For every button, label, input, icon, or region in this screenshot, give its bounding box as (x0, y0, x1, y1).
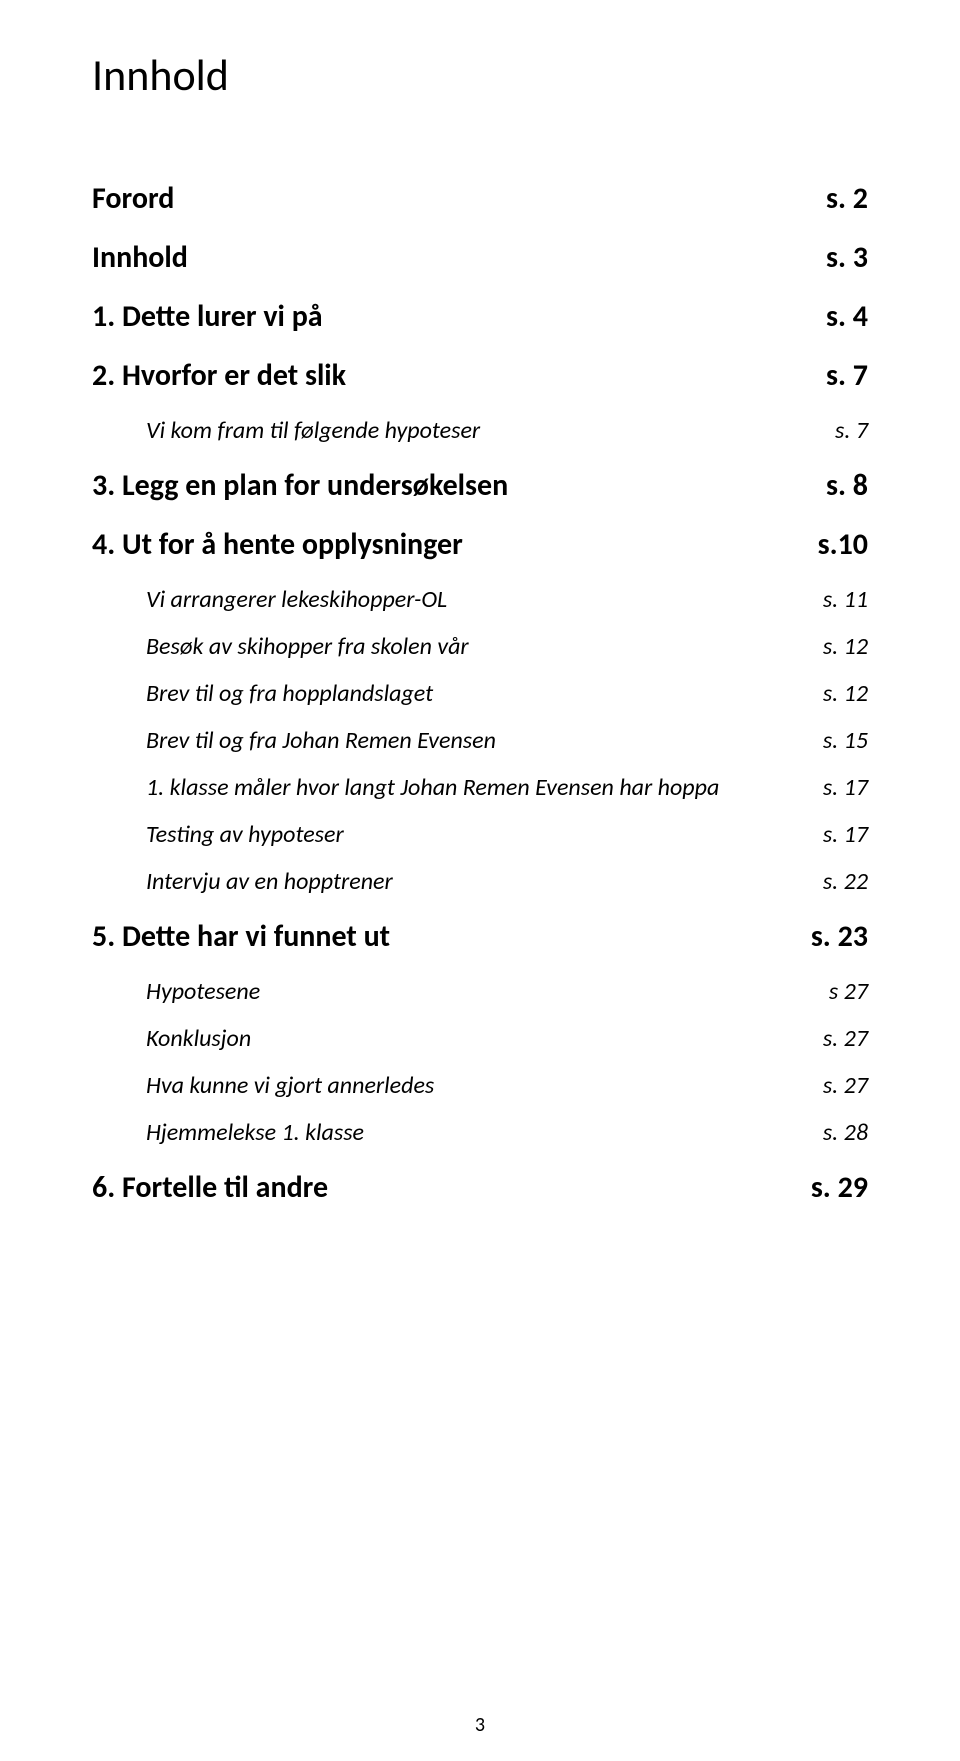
toc-entry-title: 1. Dette lurer vi på (92, 298, 806, 335)
toc-entry-title: Vi kom fram til følgende hypoteser (146, 416, 815, 445)
toc-row: Forords. 2 (92, 180, 868, 217)
toc-entry-page: s. 7 (815, 416, 868, 445)
toc-entry-page: s. 22 (803, 867, 868, 896)
toc-entry-page: s. 28 (803, 1118, 868, 1147)
toc-row: 1. klasse måler hvor langt Johan Remen E… (92, 773, 868, 802)
toc-entry-page: s. 29 (791, 1169, 868, 1206)
toc-entry-page: s. 11 (803, 585, 868, 614)
toc-row: Hva kunne vi gjort annerledess. 27 (92, 1071, 868, 1100)
toc-entry-page: s. 17 (803, 820, 868, 849)
toc-entry-page: s. 17 (803, 773, 868, 802)
toc-entry-title: Forord (92, 180, 806, 217)
toc-entry-title: 1. klasse måler hvor langt Johan Remen E… (146, 773, 803, 802)
toc-entry-title: 6. Fortelle til andre (92, 1169, 791, 1206)
toc-entry-title: 2. Hvorfor er det slik (92, 357, 806, 394)
toc-row: Innholds. 3 (92, 239, 868, 276)
toc-entry-title: 5. Dette har vi funnet ut (92, 918, 791, 955)
toc-row: Hjemmelekse 1. klasses. 28 (92, 1118, 868, 1147)
toc-entry-title: Innhold (92, 239, 806, 276)
toc-row: 5. Dette har vi funnet uts. 23 (92, 918, 868, 955)
toc-entry-page: s. 23 (791, 918, 868, 955)
toc-row: 4. Ut for å hente opplysningers.10 (92, 526, 868, 563)
toc-row: 1. Dette lurer vi pås. 4 (92, 298, 868, 335)
toc-entry-title: Hypotesene (146, 977, 809, 1006)
toc-entry-page: s. 27 (803, 1071, 868, 1100)
toc-entry-title: 3. Legg en plan for undersøkelsen (92, 467, 806, 504)
toc-entry-page: s. 12 (803, 632, 868, 661)
toc-entry-page: s. 4 (806, 298, 868, 335)
toc-entry-page: s. 7 (806, 357, 868, 394)
toc-entry-title: Hva kunne vi gjort annerledes (146, 1071, 803, 1100)
toc-row: Konklusjons. 27 (92, 1024, 868, 1053)
toc-row: Brev til og fra hopplandslagets. 12 (92, 679, 868, 708)
toc-entry-title: Hjemmelekse 1. klasse (146, 1118, 803, 1147)
toc-entry-page: s. 12 (803, 679, 868, 708)
toc-entry-title: Brev til og fra Johan Remen Evensen (146, 726, 803, 755)
toc-entry-page: s. 3 (806, 239, 868, 276)
toc-row: 2. Hvorfor er det sliks. 7 (92, 357, 868, 394)
toc-row: 6. Fortelle til andres. 29 (92, 1169, 868, 1206)
toc-entry-title: Vi arrangerer lekeskihopper-OL (146, 585, 803, 614)
toc-row: Besøk av skihopper fra skolen vårs. 12 (92, 632, 868, 661)
toc-entry-title: Intervju av en hopptrener (146, 867, 803, 896)
toc-entry-title: Konklusjon (146, 1024, 803, 1053)
toc-entry-page: s 27 (809, 977, 868, 1006)
toc-entry-page: s. 2 (806, 180, 868, 217)
toc-row: 3. Legg en plan for undersøkelsens. 8 (92, 467, 868, 504)
toc-row: Intervju av en hopptreners. 22 (92, 867, 868, 896)
toc-entry-title: 4. Ut for å hente opplysninger (92, 526, 798, 563)
document-page: Innhold Forords. 2Innholds. 31. Dette lu… (0, 0, 960, 1761)
toc-row: Brev til og fra Johan Remen Evensens. 15 (92, 726, 868, 755)
toc-entry-title: Brev til og fra hopplandslaget (146, 679, 803, 708)
toc-row: Testing av hypotesers. 17 (92, 820, 868, 849)
toc-entry-page: s. 27 (803, 1024, 868, 1053)
toc-row: Vi arrangerer lekeskihopper-OLs. 11 (92, 585, 868, 614)
toc-row: Vi kom fram til følgende hypotesers. 7 (92, 416, 868, 445)
toc-list: Forords. 2Innholds. 31. Dette lurer vi p… (92, 180, 868, 1206)
toc-entry-page: s. 8 (806, 467, 868, 504)
toc-row: Hypotesenes 27 (92, 977, 868, 1006)
page-title: Innhold (92, 48, 868, 102)
toc-entry-title: Besøk av skihopper fra skolen vår (146, 632, 803, 661)
toc-entry-page: s.10 (798, 526, 868, 563)
toc-entry-title: Testing av hypoteser (146, 820, 803, 849)
toc-entry-page: s. 15 (803, 726, 868, 755)
page-number: 3 (0, 1713, 960, 1737)
